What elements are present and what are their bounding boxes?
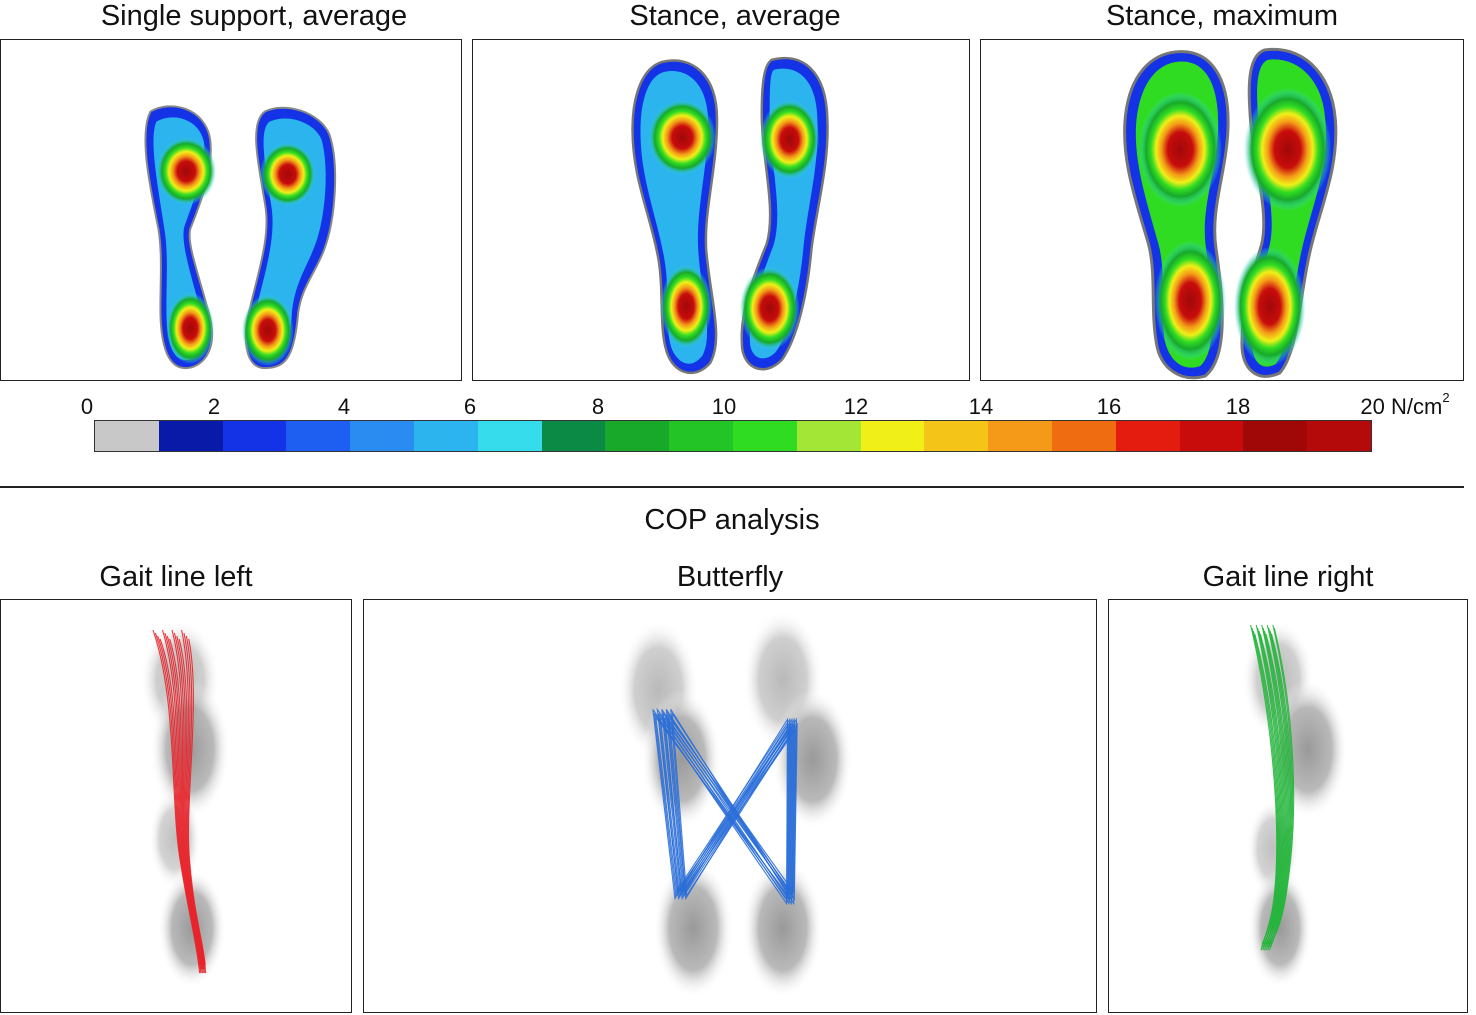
- title-stance-maximum: Stance, maximum: [1105, 0, 1339, 32]
- title-butterfly: Butterfly: [676, 561, 784, 593]
- cop-trace-line: [667, 711, 796, 898]
- colorbar-tick-18: 18: [1225, 394, 1251, 419]
- cop-trace-line: [176, 635, 205, 970]
- colorbar-segment: [413, 421, 478, 451]
- cop-trace-line: [671, 713, 798, 902]
- pressure-map-single-support: [0, 39, 462, 381]
- pressure-heatmap-stance-maximum: [1123, 47, 1338, 380]
- colorbar-segment: [1179, 421, 1244, 451]
- pressure-heatmap-single-support: [144, 105, 337, 370]
- cop-panel-gait-line-left: [0, 599, 352, 1013]
- colorbar-segment: [222, 421, 287, 451]
- colorbar-segment: [669, 421, 733, 451]
- cop-trace-line: [183, 632, 206, 970]
- colorbar-segment: [286, 421, 351, 451]
- cop-trace-line: [154, 632, 201, 970]
- pressure-map-stance-average: [472, 39, 970, 381]
- colorbar-segment: [732, 421, 797, 451]
- cop-trace-line: [1268, 630, 1291, 945]
- colorbar-tick-8: 8: [591, 394, 605, 419]
- pressure-map-stance-maximum: [980, 39, 1464, 381]
- cop-panel-gait-line-right: [1108, 599, 1468, 1013]
- colorbar-tick-6: 6: [463, 394, 477, 419]
- colorbar-unit: N/cm: [1391, 394, 1443, 419]
- cop-trace-line: [1265, 633, 1288, 945]
- cop-trace-line: [1261, 624, 1285, 945]
- butterfly-plot: [618, 609, 853, 999]
- colorbar-tick-20-value: 20: [1360, 394, 1385, 419]
- colorbar-segment: [605, 421, 670, 451]
- colorbar-segment: [1051, 421, 1116, 451]
- cop-trace-line: [1257, 627, 1282, 945]
- cop-trace-line: [1252, 630, 1280, 945]
- cop-analysis-heading: COP analysis: [644, 504, 820, 536]
- gait-line-right-traces: [1250, 624, 1295, 951]
- colorbar-segment: [860, 421, 925, 451]
- cop-trace-line: [181, 629, 205, 974]
- colorbar-tick-16: 16: [1096, 394, 1122, 419]
- cop-trace-line: [173, 632, 204, 974]
- colorbar-segment: [350, 421, 414, 451]
- colorbar-segment: [95, 421, 159, 451]
- cop-trace-line: [187, 638, 207, 974]
- pressure-heatmap-stance-average: [631, 56, 829, 374]
- colorbar-segment: [988, 421, 1052, 451]
- colorbar-segment: [796, 421, 861, 451]
- cop-trace-line: [1270, 627, 1295, 945]
- gait-line-left-traces: [152, 629, 207, 974]
- cop-trace-line: [169, 638, 203, 970]
- colorbar-segment: [1307, 421, 1371, 451]
- cop-trace-line: [661, 709, 793, 898]
- colorbar-tick-4: 4: [337, 394, 351, 419]
- cop-trace-line: [668, 715, 797, 894]
- colorbar-tick-2: 2: [207, 394, 221, 419]
- colorbar-segment: [1115, 421, 1180, 451]
- colorbar-segment: [1243, 421, 1308, 451]
- colorbar-unit-superscript: 2: [1442, 390, 1450, 405]
- cop-trace-line: [159, 638, 202, 974]
- cop-trace-line: [670, 709, 798, 906]
- gait-line-left-plot: [140, 620, 230, 988]
- cop-panel-butterfly: [363, 599, 1097, 1013]
- cop-trace-line: [652, 709, 789, 906]
- section-divider: [0, 486, 1464, 488]
- colorbar-segment: [477, 421, 542, 451]
- colorbar-tick-14: 14: [968, 394, 994, 419]
- title-gait-line-left: Gait line left: [99, 561, 253, 593]
- title-single-support: Single support, average: [100, 0, 408, 32]
- colorbar-segment: [541, 421, 606, 451]
- title-stance-average: Stance, average: [629, 0, 841, 32]
- title-gait-line-right: Gait line right: [1202, 561, 1374, 593]
- colorbar-segment: [924, 421, 989, 451]
- colorbar-segment: [158, 421, 223, 451]
- colorbar-tick-12: 12: [843, 394, 869, 419]
- gait-line-right-plot: [1242, 620, 1348, 988]
- cop-trace-line: [665, 709, 795, 902]
- pressure-colorbar: [94, 420, 1372, 452]
- colorbar-tick-20: 20 N/cm2: [1360, 390, 1449, 420]
- cop-trace-line: [152, 629, 201, 974]
- colorbar-tick-0: 0: [80, 394, 94, 419]
- colorbar-tick-10: 10: [711, 394, 737, 419]
- cop-trace-line: [166, 635, 203, 974]
- butterfly-traces: [652, 707, 798, 906]
- cop-trace-line: [161, 629, 202, 970]
